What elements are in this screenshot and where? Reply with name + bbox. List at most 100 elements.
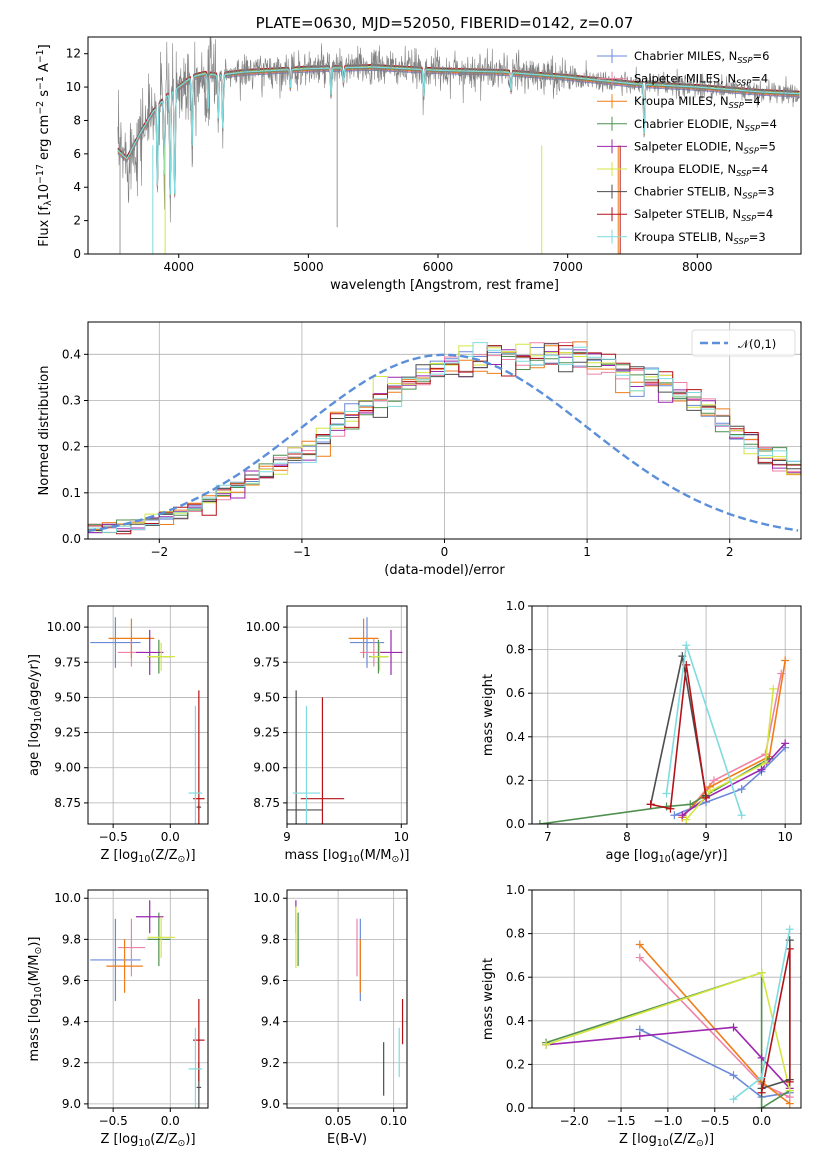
text-run: mass weight [481, 958, 496, 1040]
text-run: 10 [657, 1138, 669, 1149]
y-tick-label: 8 [73, 113, 81, 127]
text-run: (M/M [27, 955, 42, 987]
weight-marker [646, 800, 655, 809]
residual-histogram [88, 342, 801, 533]
spectrum-axes: PLATE=0630, MJD=52050, FIBERID=0142, z=0… [35, 14, 802, 293]
text-run: =3 [757, 185, 774, 199]
y-tick-label: 9.50 [253, 690, 280, 704]
legend-label: 𝒩(0,1) [738, 337, 776, 351]
text-run: Chabrier ELODIE, N [634, 117, 745, 131]
text-run: Chabrier STELIB, N [634, 185, 742, 199]
text-run: ⊙ [696, 1138, 704, 1149]
y-tick-label: 9.25 [253, 726, 280, 740]
plot-area [117, 37, 800, 254]
text-run: (Z/Z [150, 1132, 177, 1147]
text-run: ] [37, 44, 52, 49]
text-run: =5 [759, 139, 776, 153]
y-tick-label: 0.4 [506, 730, 525, 744]
weight-line [650, 664, 707, 810]
text-run: 10 [33, 711, 44, 723]
y-tick-label: 4 [73, 180, 81, 194]
y-tick-label: 9.4 [261, 1015, 280, 1029]
weight-marker [785, 1086, 794, 1095]
text-run: =4 [744, 94, 761, 108]
y-tick-label: 9.2 [261, 1056, 280, 1070]
y-tick-label: 0.6 [506, 970, 525, 984]
x-tick-label: −0.5 [700, 1114, 729, 1128]
x-tick-label: 1 [583, 545, 591, 559]
weight-marker [682, 641, 691, 650]
x-axis-label: mass [log10(M/M⊙)] [285, 848, 410, 865]
x-tick-label: −2 [150, 545, 168, 559]
weight-marker [682, 815, 691, 824]
legend-label: Kroupa STELIB, NSSP=3 [634, 230, 766, 246]
weight-marker [757, 1073, 766, 1082]
y-tick-label: 0.0 [506, 817, 525, 831]
text-run: wavelength [Angstrom, rest frame] [330, 278, 559, 293]
text-run: (age/yr)] [27, 654, 42, 711]
y-tick-label: 9.25 [54, 726, 81, 740]
x-axis-label: Z [log10(Z/Z⊙)] [619, 1132, 714, 1149]
text-run: mass [log [285, 848, 348, 863]
text-run: )] [704, 1132, 714, 1147]
legend-label: Chabrier MILES, NSSP=6 [634, 49, 769, 65]
y-tick-label: 2 [73, 214, 81, 228]
plot-area [295, 900, 404, 1096]
residual-histogram [88, 341, 801, 530]
x-axis-label: (data-model)/error [384, 563, 505, 578]
weight-marker [729, 1023, 738, 1032]
text-run: =4 [756, 207, 773, 221]
text-run: )] [399, 848, 409, 863]
y-tick-label: 1.0 [506, 883, 525, 897]
text-run: Salpeter MILES, N [634, 72, 736, 86]
text-run: SSP [742, 191, 757, 201]
text-run: SSP [736, 168, 751, 178]
text-run: (Z/Z [669, 1132, 696, 1147]
y-tick-label: 9.0 [62, 1097, 81, 1111]
y-tick-label: 9.75 [253, 655, 280, 669]
x-tick-label: 8 [623, 830, 631, 844]
legend-label: Salpeter ELODIE, NSSP=5 [634, 139, 776, 155]
x-tick-label: 5000 [293, 260, 324, 274]
model-spectrum [117, 66, 800, 196]
text-run: SSP [734, 236, 749, 246]
y-tick-label: 9.8 [62, 932, 81, 946]
x-tick-label: −1 [293, 545, 311, 559]
weight-marker [737, 785, 746, 794]
x-tick-label: 0.0 [161, 830, 180, 844]
text-run: 10 [348, 854, 360, 865]
text-run: SSP [729, 100, 744, 110]
chart-title: PLATE=0630, MJD=52050, FIBERID=0142, z=0… [256, 14, 634, 32]
y-tick-label: 0.0 [62, 532, 81, 546]
weight-marker [706, 787, 715, 796]
weight-marker [729, 1095, 738, 1104]
y-tick-label: 9.00 [253, 761, 280, 775]
y-tick-label: 9.6 [62, 973, 81, 987]
y-tick-label: 9.00 [54, 761, 81, 775]
y-tick-label: 0.4 [62, 347, 81, 361]
x-tick-label: 7 [544, 830, 552, 844]
x-axis-label: Z [log10(Z/Z⊙)] [100, 1132, 195, 1149]
axes-frame [87, 889, 209, 1109]
weight-marker [769, 684, 778, 693]
text-run: Kroupa MILES, N [634, 94, 729, 108]
text-run: age [log [606, 848, 659, 863]
y-tick-label: 9.75 [54, 655, 81, 669]
y-tick-label: 12 [66, 47, 81, 61]
x-axis-label: age [log10(age/yr)] [606, 848, 728, 865]
y-tick-label: 0.4 [506, 1014, 525, 1028]
x-tick-label: 0.0 [161, 1114, 180, 1128]
y-tick-label: 10 [66, 80, 81, 94]
x-tick-label: 10 [394, 830, 409, 844]
x-tick-label: 4000 [163, 260, 194, 274]
x-tick-label: −1.5 [606, 1114, 635, 1128]
x-tick-label: 8000 [682, 260, 713, 274]
weight-marker [737, 811, 746, 820]
weight-marker [686, 800, 695, 809]
residual-histogram [88, 342, 801, 532]
plot-area [88, 341, 801, 535]
y-axis-label: Normed distribution [37, 366, 52, 496]
text-run: )] [185, 1132, 195, 1147]
weight-marker [785, 925, 794, 934]
weight-marker [757, 765, 766, 774]
